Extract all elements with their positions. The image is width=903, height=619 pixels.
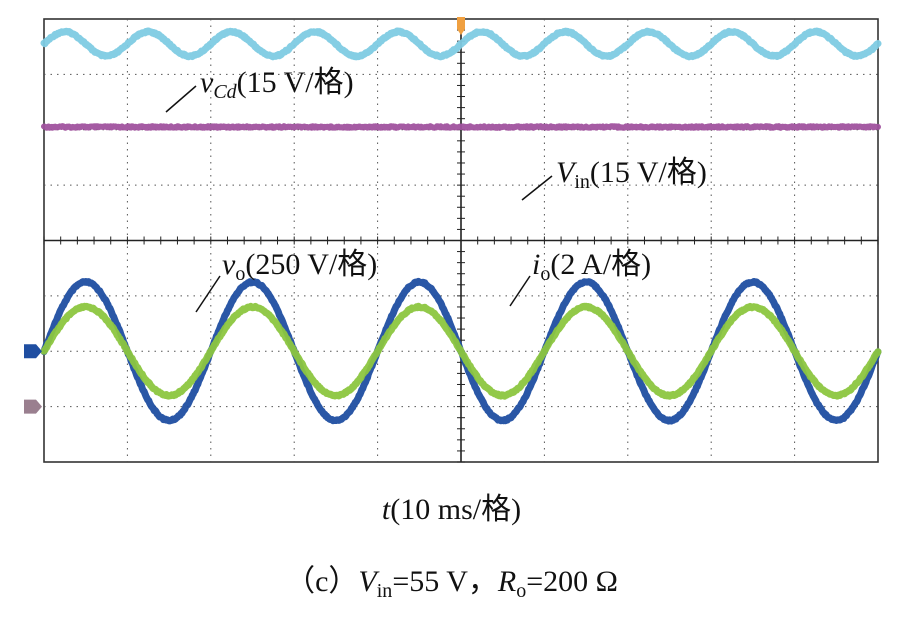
label-vo-var: v <box>222 248 236 281</box>
svg-text:vCd(15 V/格): vCd(15 V/格) <box>200 66 354 103</box>
channel-marker-icon <box>24 344 42 359</box>
label-vcd-scale: (15 V/格) <box>237 66 354 99</box>
channel-markers <box>24 17 465 414</box>
label-vcd-sub: Cd <box>213 81 237 103</box>
label-vo-scale: (250 V/格) <box>245 248 377 281</box>
figure-caption: （c）Vin=55 V，Ro=200 Ω <box>0 556 903 603</box>
trace-io <box>40 302 882 400</box>
label-vo: vo(250 V/格) <box>195 248 377 313</box>
label-io-sub: o <box>540 263 550 285</box>
caption-ro-var: R <box>497 565 517 598</box>
caption-ro-sub: o <box>516 580 527 602</box>
label-vin: Vin(15 V/格) <box>521 156 707 201</box>
label-vcd-var: v <box>200 66 214 99</box>
caption-vin-value: =55 V， <box>392 565 498 598</box>
x-axis-scale: (10 ms/格) <box>390 493 522 526</box>
label-vo-sub: o <box>235 263 245 285</box>
label-vin-var: V <box>556 156 578 189</box>
caption-ro-value: =200 Ω <box>526 565 618 598</box>
trigger-marker-icon <box>457 17 465 35</box>
x-axis-var: t <box>381 493 391 526</box>
label-io-var: i <box>532 248 540 281</box>
trace-vcd <box>40 27 882 61</box>
svg-text:vo(250 V/格): vo(250 V/格) <box>222 248 377 285</box>
caption-prefix: （c） <box>285 565 359 598</box>
caption-vin-sub: in <box>376 580 393 602</box>
x-axis-label: t(10 ms/格) <box>0 484 903 528</box>
trace-vin <box>41 123 881 131</box>
label-vin-sub: in <box>574 171 590 193</box>
caption-vin-var: V <box>358 565 377 598</box>
oscilloscope-plot: vCd(15 V/格) Vin(15 V/格) vo(250 V/格) io(2… <box>24 17 882 463</box>
label-io: io(2 A/格) <box>509 248 651 307</box>
channel-marker-icon <box>24 399 42 414</box>
plot-traces <box>40 27 882 425</box>
label-io-scale: (2 A/格) <box>550 248 651 281</box>
svg-text:Vin(15 V/格): Vin(15 V/格) <box>556 156 707 193</box>
label-vin-scale: (15 V/格) <box>590 156 707 189</box>
svg-text:io(2 A/格): io(2 A/格) <box>532 248 651 285</box>
label-vcd: vCd(15 V/格) <box>165 66 354 113</box>
